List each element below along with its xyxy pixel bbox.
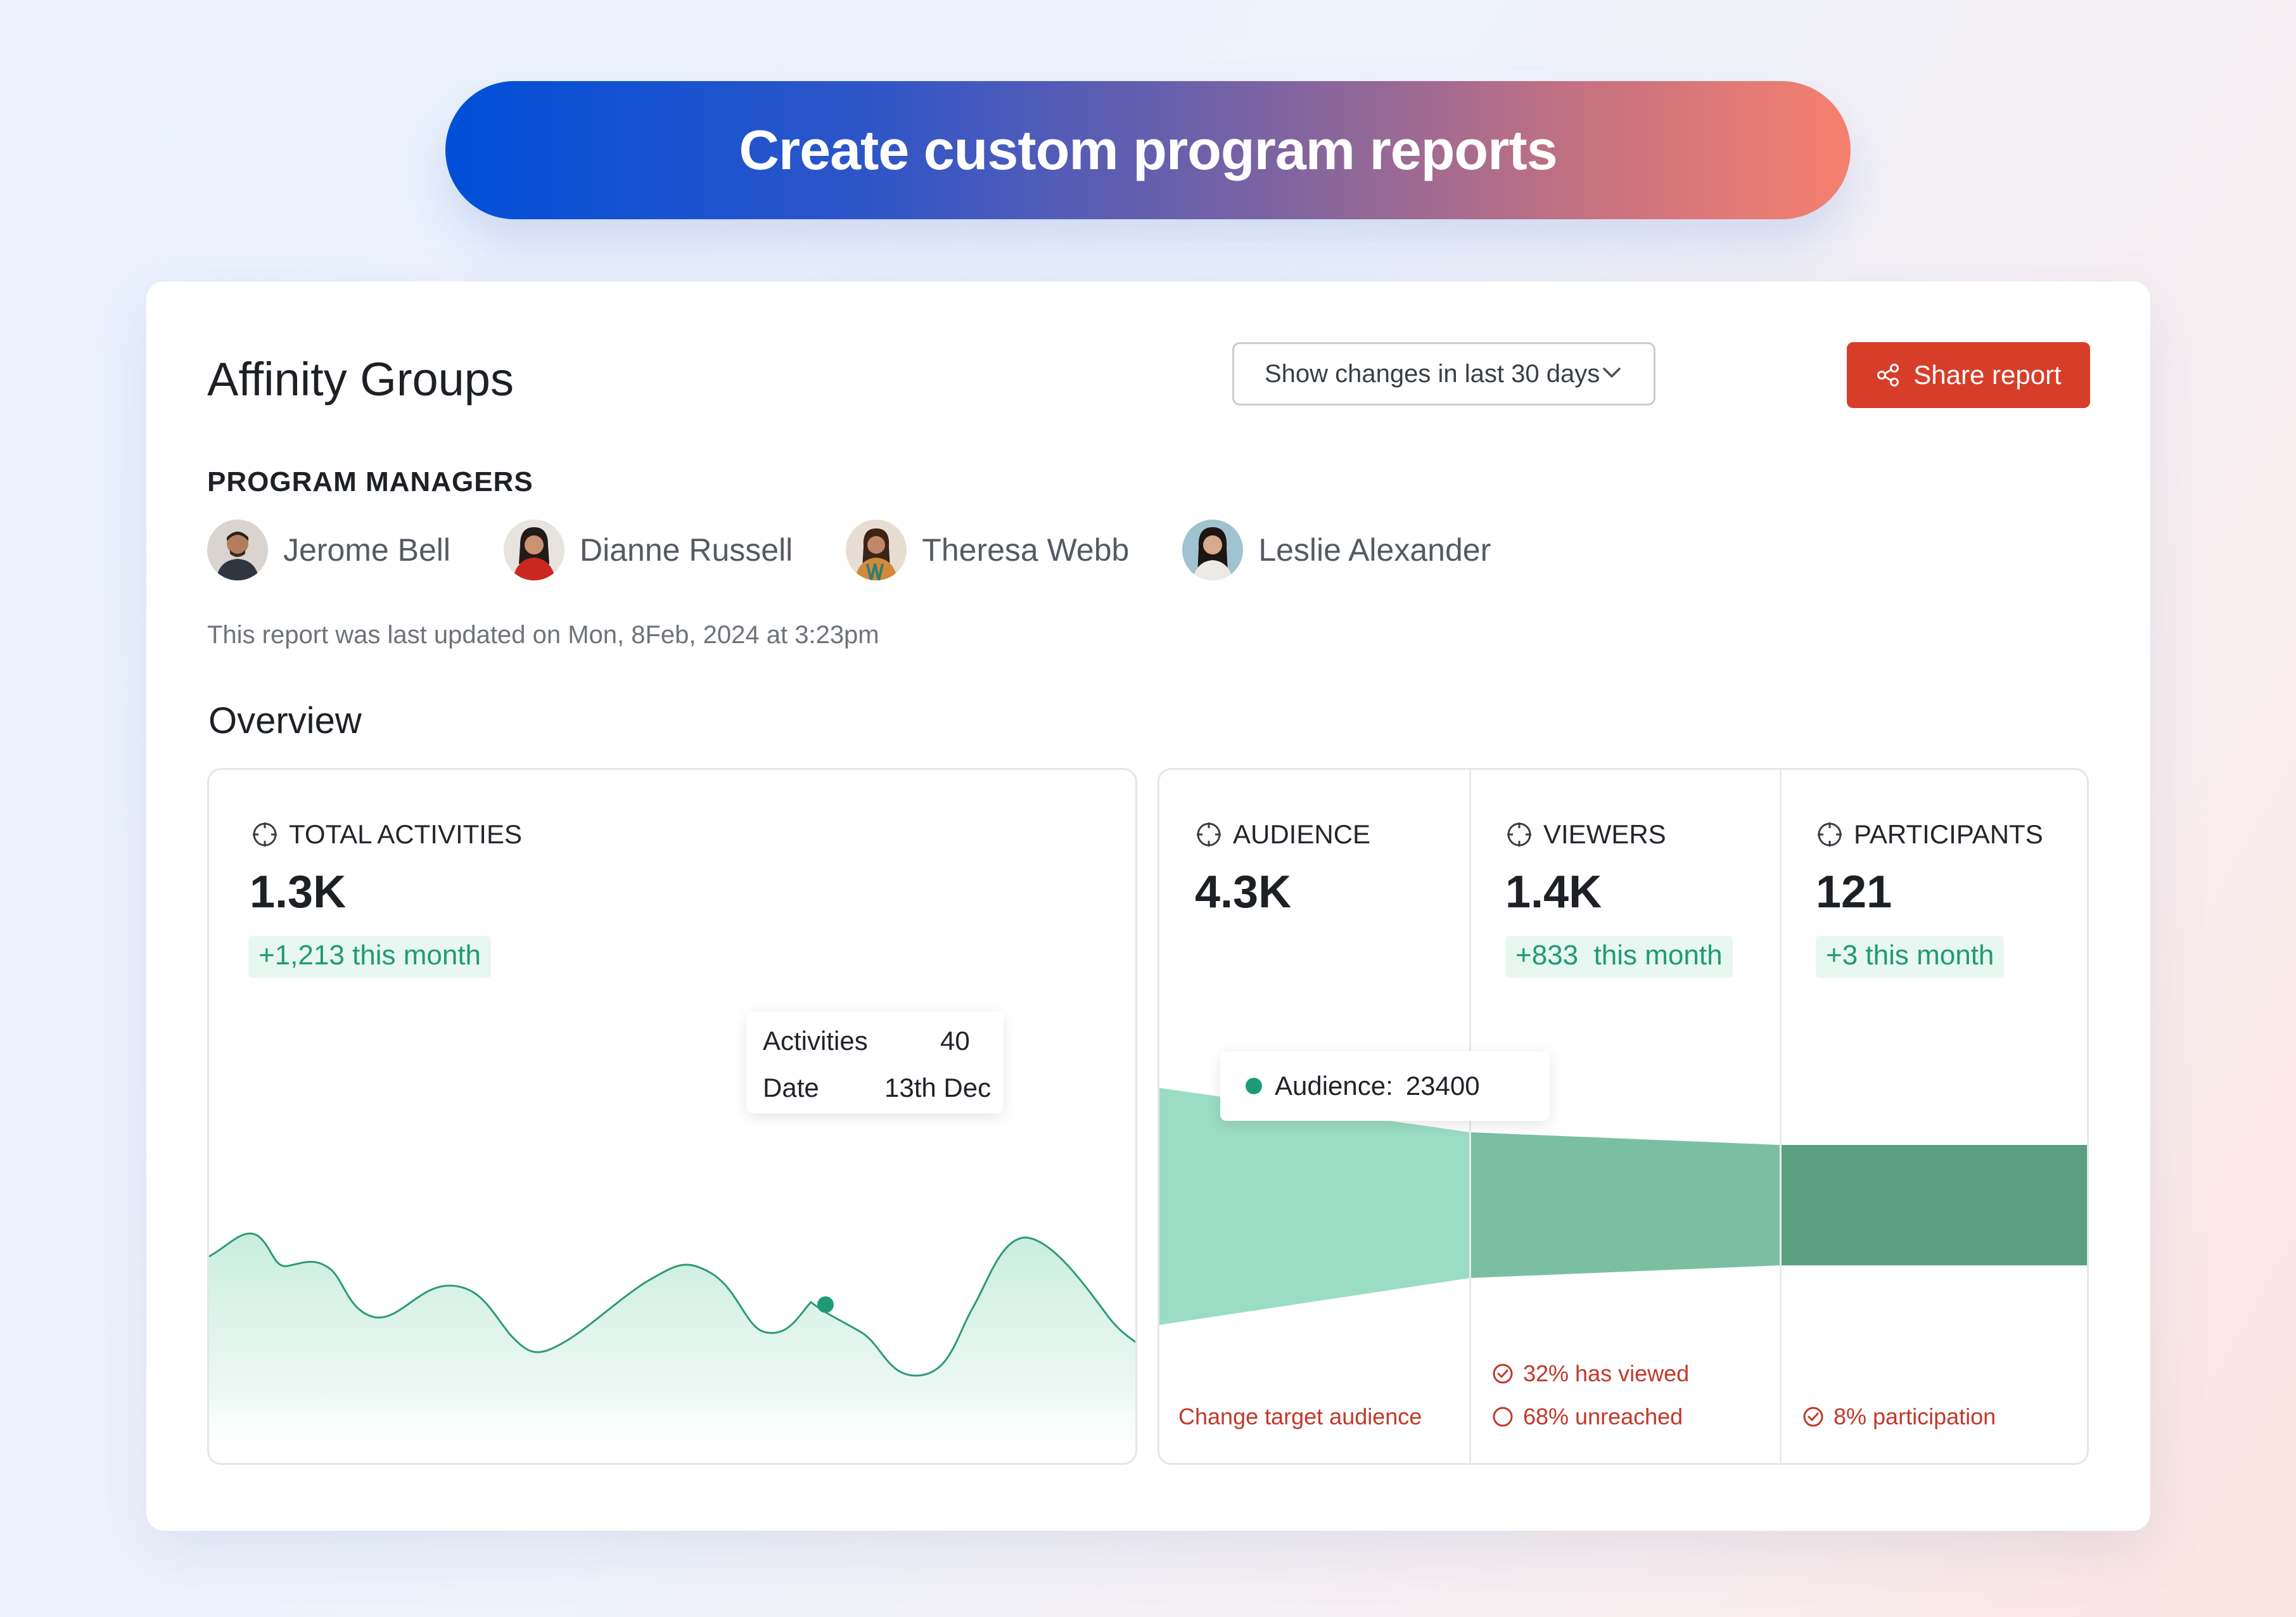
funnel-segment-audience: [1159, 1088, 1470, 1325]
participation-stat: 8% participation: [1802, 1403, 1996, 1430]
page-title: Affinity Groups: [207, 353, 514, 406]
period-select[interactable]: Show changes in last 30 days: [1232, 342, 1655, 406]
funnel-divider: [1780, 770, 1782, 1463]
target-icon: [1818, 822, 1842, 847]
manager-item[interactable]: Jerome Bell: [207, 520, 450, 580]
viewers-label: VIEWERS: [1543, 819, 1666, 849]
audience-funnel-chart: [1159, 1088, 2087, 1325]
activities-area: [209, 1233, 1135, 1463]
overview-heading: Overview: [208, 700, 362, 741]
participation-stat-label: 8% participation: [1834, 1403, 1996, 1429]
participants-label: PARTICIPANTS: [1854, 819, 2043, 849]
share-report-button[interactable]: Share report: [1847, 342, 2090, 408]
activities-selected-point[interactable]: [817, 1296, 834, 1313]
manager-name: Jerome Bell: [283, 532, 450, 568]
funnel-segment-viewers: [1470, 1132, 1780, 1278]
activities-tooltip: Activities 40 Date 13th Dec: [746, 1012, 1004, 1113]
program-managers-heading: PROGRAM MANAGERS: [207, 466, 533, 497]
participants-value: 121: [1816, 867, 1892, 917]
empty-circle-icon: [1493, 1407, 1513, 1427]
tooltip-date-value: 13th Dec: [884, 1073, 992, 1102]
target-icon: [1507, 822, 1531, 847]
avatar: [504, 520, 564, 580]
share-report-label: Share report: [1913, 360, 2062, 390]
total-activities-value: 1.3K: [250, 867, 347, 917]
total-activities-label: TOTAL ACTIVITIES: [289, 819, 522, 849]
unreached-stat-label: 68% unreached: [1523, 1403, 1683, 1429]
viewers-label-row: VIEWERS: [1505, 819, 1666, 850]
total-activities-panel: TOTAL ACTIVITIES 1.3K +1,213 this month …: [207, 768, 1137, 1465]
tooltip-activities-label: Activities: [763, 1026, 868, 1056]
manager-item[interactable]: Theresa Webb: [846, 520, 1129, 580]
viewers-change: +833 this month: [1505, 936, 1733, 978]
audience-tooltip-value: 23400: [1405, 1071, 1480, 1101]
change-target-audience-label: Change target audience: [1178, 1403, 1422, 1429]
unreached-stat: 68% unreached: [1491, 1403, 1683, 1430]
total-activities-change: +1,213 this month: [248, 936, 492, 978]
audience-funnel-panel: AUDIENCE 4.3K Audience: 23400 Change tar…: [1158, 768, 2089, 1465]
participants-label-row: PARTICIPANTS: [1816, 819, 2043, 850]
manager-item[interactable]: Dianne Russell: [504, 520, 793, 580]
manager-name: Dianne Russell: [580, 532, 793, 568]
audience-label-row: AUDIENCE: [1195, 819, 1370, 850]
change-target-audience-link[interactable]: Change target audience: [1178, 1403, 1422, 1430]
target-icon: [1197, 822, 1221, 847]
period-select-value: Show changes in last 30 days: [1265, 359, 1600, 388]
audience-tooltip-label: Audience:: [1275, 1071, 1393, 1101]
promo-banner: Create custom program reports: [445, 81, 1851, 219]
viewed-stat-label: 32% has viewed: [1523, 1360, 1690, 1386]
target-icon: [253, 822, 277, 847]
avatar: [846, 520, 907, 580]
check-circle-icon: [1493, 1364, 1513, 1384]
manager-name: Leslie Alexander: [1258, 532, 1491, 568]
viewed-stat: 32% has viewed: [1491, 1360, 1689, 1387]
manager-item[interactable]: Leslie Alexander: [1182, 520, 1491, 580]
audience-label: AUDIENCE: [1233, 819, 1371, 849]
activities-line: [209, 1232, 1135, 1377]
chevron-down-icon: [1603, 368, 1621, 378]
avatar: [1182, 520, 1244, 580]
participants-change: +3 this month: [1816, 936, 2005, 978]
total-activities-label-row: TOTAL ACTIVITIES: [251, 819, 522, 850]
check-circle-icon: [1803, 1407, 1823, 1427]
report-card: Affinity Groups Show changes in last 30 …: [146, 281, 2150, 1531]
tooltip-activities-value: 40: [940, 1026, 970, 1056]
viewers-value: 1.4K: [1505, 867, 1602, 917]
tooltip-date-label: Date: [763, 1073, 819, 1102]
activities-area-chart: [209, 1232, 1135, 1463]
funnel-segment-participants: [1780, 1145, 2087, 1265]
manager-name: Theresa Webb: [922, 532, 1130, 568]
avatar: [207, 520, 268, 580]
banner-title: Create custom program reports: [739, 118, 1557, 181]
program-managers-list: Jerome Bell Dianne Russell Theresa Webb: [207, 520, 1544, 580]
audience-dot: [1246, 1078, 1262, 1094]
last-updated-text: This report was last updated on Mon, 8Fe…: [207, 621, 879, 649]
audience-value: 4.3K: [1195, 867, 1292, 917]
share-icon: [1877, 364, 1899, 387]
audience-tooltip: Audience: 23400: [1220, 1051, 1550, 1121]
